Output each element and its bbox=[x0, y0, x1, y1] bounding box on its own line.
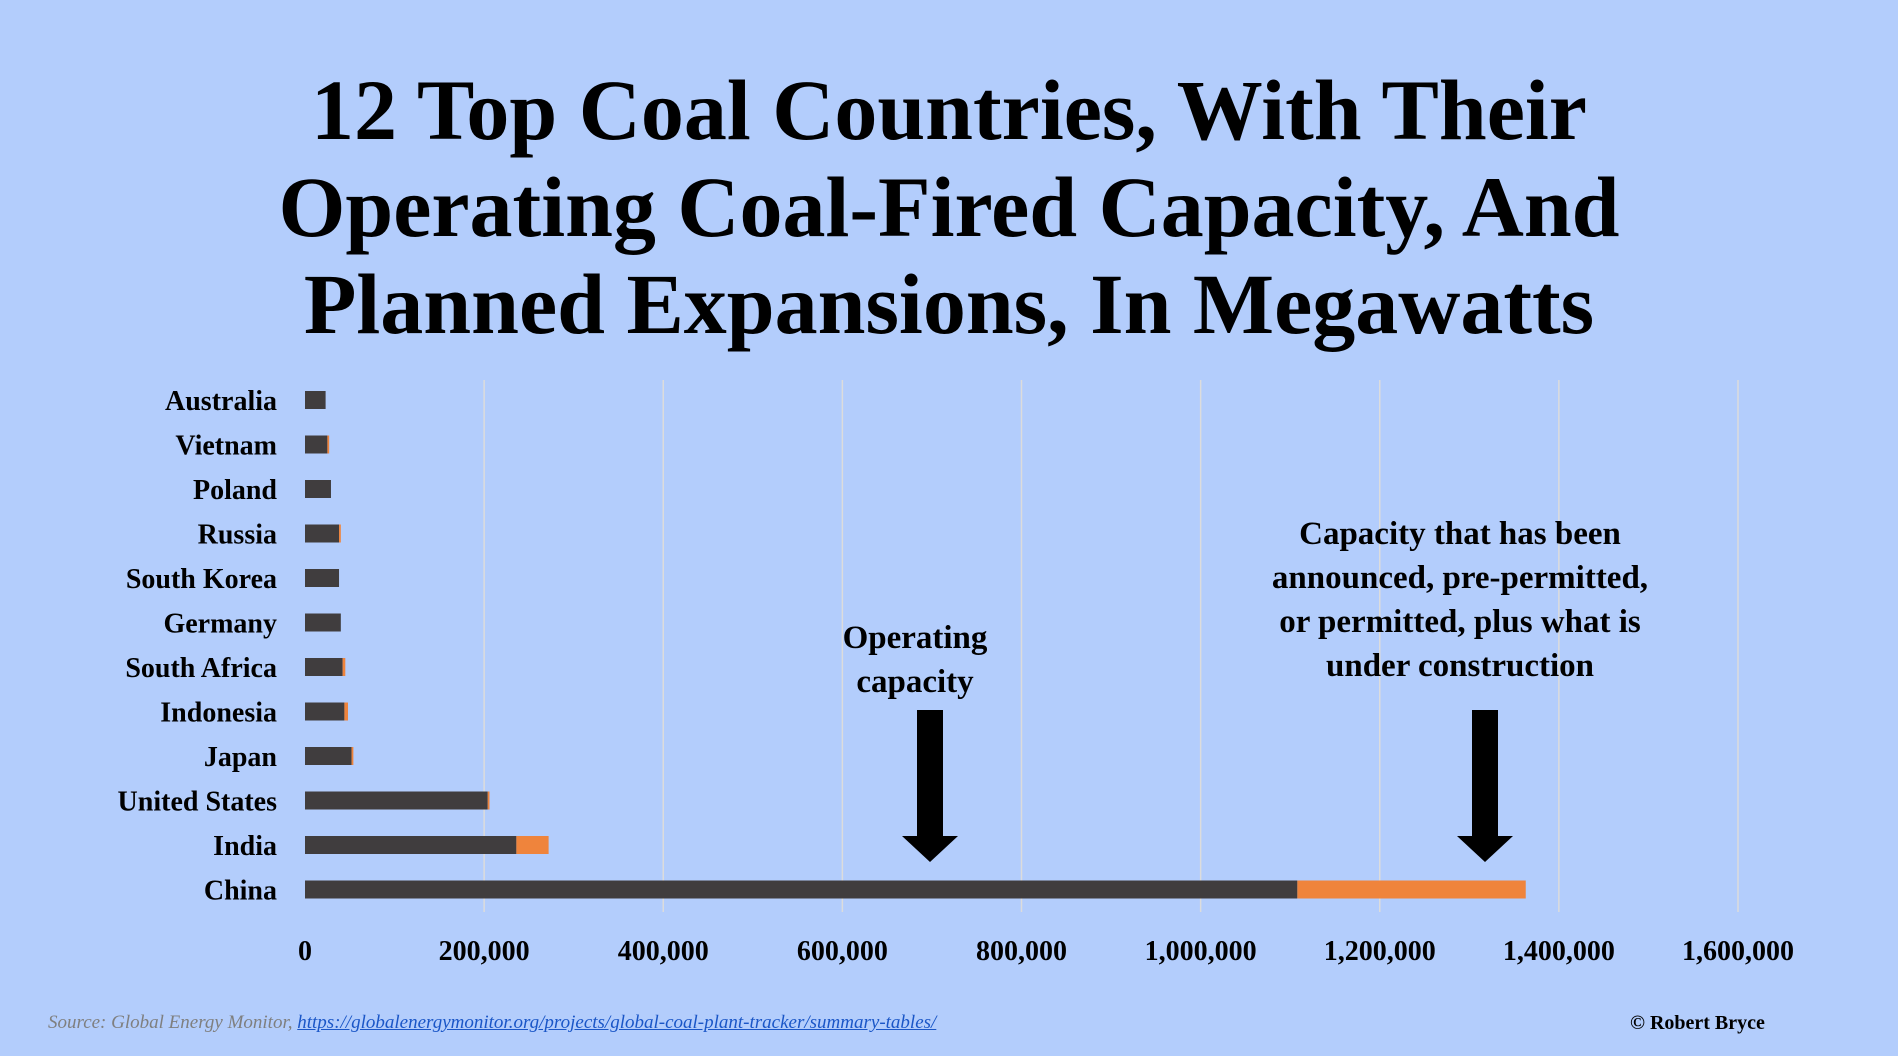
bar-planned bbox=[327, 435, 330, 454]
bar-operating bbox=[305, 880, 1298, 899]
title-line-3: Planned Expansions, In Megawatts bbox=[303, 256, 1595, 352]
bar-operating bbox=[305, 747, 352, 765]
category-labels: Australia Vietnam Poland Russia South Korea G… bbox=[118, 386, 278, 907]
category-label: China bbox=[204, 876, 277, 907]
arrows bbox=[902, 710, 1513, 862]
chart-title: 12 Top Coal Countries, With Their Operat… bbox=[0, 62, 1898, 353]
category-label: South Korea bbox=[126, 564, 277, 595]
bar-operating bbox=[305, 613, 341, 632]
x-tick-labels: 0 200,000 400,000 600,000 800,000 1,000,000 1,… bbox=[298, 936, 1794, 967]
x-tick-label: 200,000 bbox=[439, 936, 530, 967]
bar-planned bbox=[516, 836, 549, 854]
bars bbox=[305, 391, 1526, 899]
planned-annotation-line: under construction bbox=[1326, 648, 1594, 684]
planned-annotation-line: or permitted, plus what is bbox=[1279, 604, 1641, 640]
operating-annotation-line: capacity bbox=[856, 664, 974, 700]
category-label: Germany bbox=[163, 609, 277, 640]
planned-annotation-line: Capacity that has been bbox=[1299, 516, 1621, 552]
bar-operating bbox=[305, 658, 343, 676]
bar-planned bbox=[351, 747, 354, 765]
source-link[interactable]: https://globalenergymonitor.org/projects… bbox=[297, 1012, 937, 1033]
title-line-1: 12 Top Coal Countries, With Their bbox=[311, 62, 1587, 158]
category-label: India bbox=[213, 831, 277, 862]
operating-annotation: Operating capacity bbox=[800, 616, 1030, 704]
category-label: Japan bbox=[204, 742, 278, 773]
operating-arrow-icon bbox=[902, 710, 958, 862]
x-tick-label: 1,600,000 bbox=[1682, 936, 1794, 967]
bar-operating bbox=[305, 836, 517, 854]
gridlines bbox=[483, 380, 1739, 912]
x-tick-label: 0 bbox=[298, 936, 312, 967]
bar-operating bbox=[305, 480, 331, 498]
bar-operating bbox=[305, 569, 340, 587]
category-label: Indonesia bbox=[160, 698, 277, 729]
category-label: South Africa bbox=[125, 653, 277, 684]
title-line-2: Operating Coal-Fired Capacity, And bbox=[278, 159, 1620, 255]
bar-planned bbox=[342, 658, 346, 676]
bar-planned bbox=[344, 702, 348, 721]
bar-operating bbox=[305, 702, 345, 721]
x-tick-label: 1,400,000 bbox=[1503, 936, 1615, 967]
planned-annotation-line: announced, pre-permitted, bbox=[1271, 560, 1649, 596]
x-tick-label: 1,200,000 bbox=[1324, 936, 1436, 967]
bar-operating bbox=[305, 524, 340, 543]
bar-operating bbox=[305, 791, 488, 810]
planned-annotation: Capacity that has been announced, pre-pe… bbox=[1230, 512, 1690, 688]
category-label: Poland bbox=[193, 475, 277, 506]
category-label: Australia bbox=[165, 386, 277, 417]
x-tick-label: 600,000 bbox=[797, 936, 888, 967]
bar-planned bbox=[339, 524, 341, 543]
bar-planned bbox=[1297, 880, 1526, 899]
x-tick-label: 1,000,000 bbox=[1145, 936, 1257, 967]
source-note: Source: Global Energy Monitor, https://g… bbox=[48, 1012, 936, 1034]
bar-operating bbox=[305, 435, 328, 454]
category-label: United States bbox=[118, 787, 278, 818]
x-tick-label: 800,000 bbox=[976, 936, 1067, 967]
category-label: Vietnam bbox=[175, 431, 277, 462]
x-tick-label: 400,000 bbox=[618, 936, 709, 967]
category-label: Russia bbox=[198, 520, 277, 551]
operating-annotation-line: Operating bbox=[842, 620, 988, 656]
source-prefix: Source: Global Energy Monitor, bbox=[48, 1012, 298, 1033]
bar-operating bbox=[305, 391, 326, 409]
copyright-credit: © Robert Bryce bbox=[1630, 1012, 1765, 1034]
planned-arrow-icon bbox=[1457, 710, 1513, 862]
bar-planned bbox=[487, 791, 490, 810]
